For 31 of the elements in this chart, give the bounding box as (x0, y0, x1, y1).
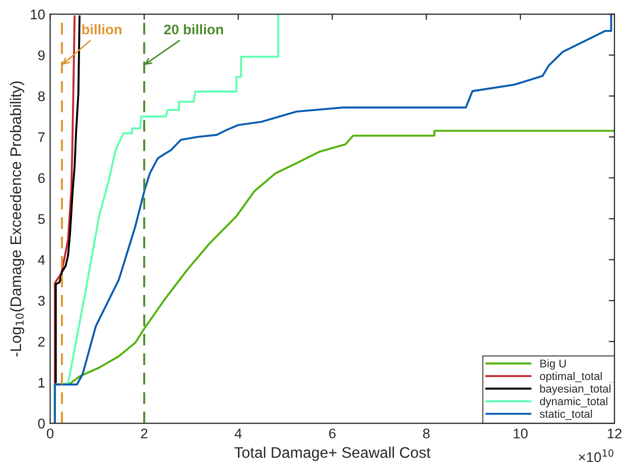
line-series (54, 15, 81, 384)
y-axis-title: -Log$_{10}$(Damage Exceedence Probability) (10, 81, 24, 356)
legend-label: optimal_total (540, 372, 602, 382)
y-tick-label: 7 (38, 132, 45, 142)
x-axis-title: Total Damage+ Seawall Cost (234, 446, 430, 461)
legend-label: dynamic_total (540, 397, 608, 408)
line-series (54, 14, 612, 424)
x-tick-label: 0 (46, 428, 54, 438)
y-tick-label: 5 (38, 214, 45, 224)
y-tick-label: 6 (38, 173, 45, 184)
text: ×10$^{10}$ (578, 449, 614, 462)
y-tick-label: 8 (38, 91, 45, 102)
y-tick-label: 9 (38, 50, 45, 60)
line-series (54, 15, 76, 386)
x-tick-label: 6 (329, 428, 336, 438)
y-tick-label: 1 (38, 378, 45, 388)
legend-label: bayesian_total (540, 384, 610, 395)
legend-label: static_total (540, 410, 592, 420)
annotation: billion (82, 24, 122, 34)
y-tick-label: 10 (30, 10, 45, 20)
x-tick-label: 8 (423, 428, 430, 438)
x-tick-label: 10 (514, 428, 528, 438)
x-tick-label: 4 (234, 428, 242, 438)
annotation: 20 billion (164, 24, 223, 34)
y-tick-label: 0 (38, 418, 45, 429)
y-tick-label: 3 (38, 296, 45, 306)
x-tick-label: 2 (141, 428, 148, 438)
y-tick-label: 2 (38, 336, 45, 347)
x-tick-label: 12 (608, 428, 622, 438)
legend-label: Big U (540, 359, 566, 370)
y-tick-label: 4 (38, 255, 45, 265)
